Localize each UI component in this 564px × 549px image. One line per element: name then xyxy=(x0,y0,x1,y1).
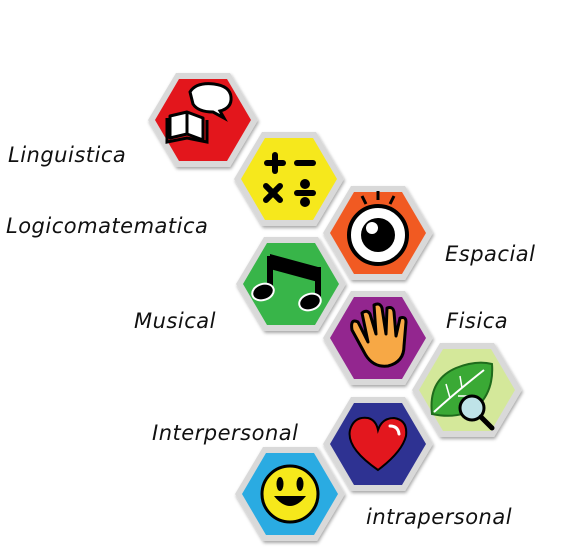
hex-musical xyxy=(236,237,346,331)
label-espacial: Espacial xyxy=(445,242,536,266)
label-linguistica: Linguistica xyxy=(8,143,127,167)
hand-icon xyxy=(350,302,408,368)
eye-icon xyxy=(347,191,409,266)
label-logicomatematica: Logicomatematica xyxy=(6,214,209,238)
hex-logicomatematica xyxy=(234,132,344,226)
label-fisica: Fisica xyxy=(446,309,509,333)
label-musical: Musical xyxy=(134,309,216,333)
leaf-magnifier-icon xyxy=(430,361,495,431)
heart-icon xyxy=(348,416,408,472)
math-operators-icon xyxy=(263,152,316,207)
smiley-icon xyxy=(260,464,320,524)
label-intrapersonal: intrapersonal xyxy=(366,505,513,529)
label-interpersonal: Interpersonal xyxy=(152,421,299,445)
book-speech-icon xyxy=(165,82,233,144)
music-note-icon xyxy=(251,254,322,312)
